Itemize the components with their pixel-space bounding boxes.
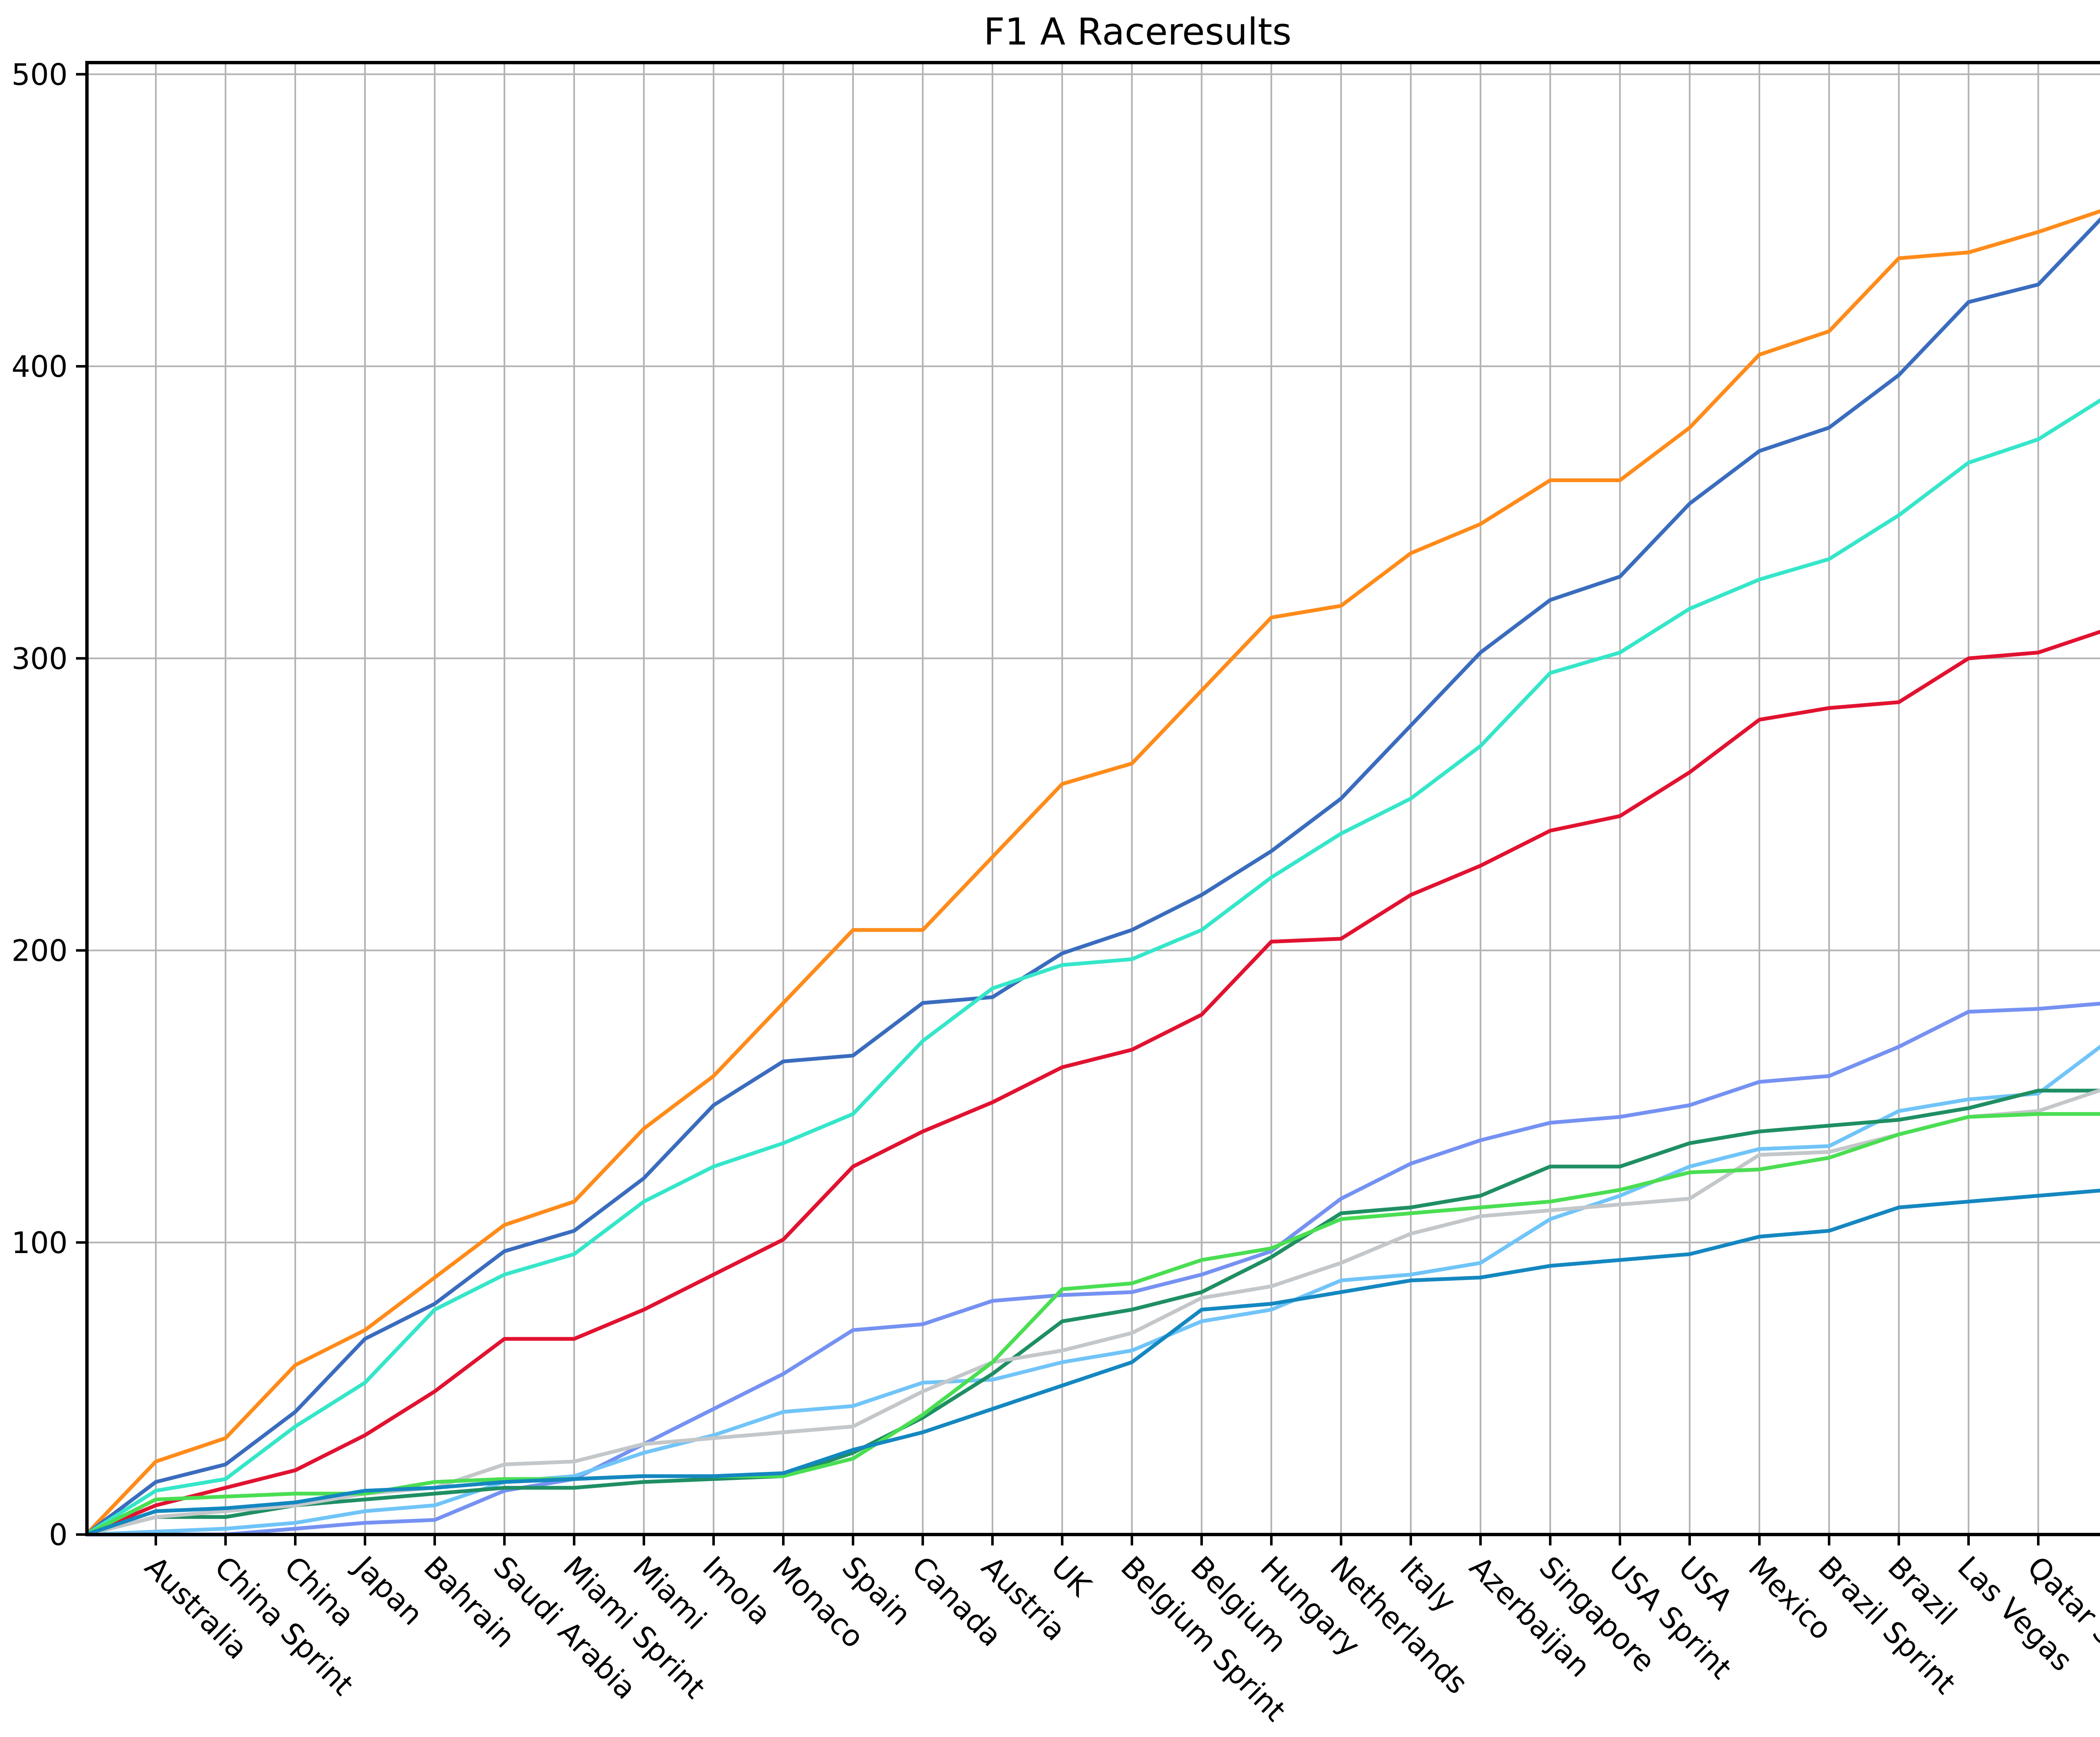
- y-axis-label-300: 300: [11, 641, 68, 676]
- x-axis-label-japan: Japan: [346, 1548, 430, 1632]
- axis-ticks: [76, 73, 2040, 1545]
- x-axis-label-uk: UK: [1045, 1550, 1098, 1603]
- series-line-Ver: [85, 217, 2100, 1536]
- y-axis-label-100: 100: [11, 1226, 68, 1260]
- series-line-Had: [86, 1001, 2100, 1537]
- series-lines: [84, 209, 2100, 1537]
- series-line-Nor: [84, 209, 2100, 1536]
- plot-frame: [85, 61, 2100, 1536]
- y-axis-label-500: 500: [11, 58, 68, 92]
- series-line-Rus: [85, 398, 2100, 1536]
- y-axis-label-0: 0: [49, 1518, 68, 1552]
- series-line-Sai: [86, 1044, 2100, 1537]
- series-line-Oco: [85, 1088, 2100, 1537]
- y-axis-label-200: 200: [11, 934, 68, 968]
- series-line-Alo: [85, 1088, 2100, 1537]
- gridlines: [87, 63, 2100, 1535]
- series-line-Hül: [85, 1112, 2100, 1537]
- chart-title: F1 A Raceresults: [984, 10, 1292, 53]
- series-line-Lec: [85, 630, 2100, 1537]
- series-line-Gas: [85, 1188, 2100, 1537]
- x-axis-label-imola: Imola: [696, 1550, 778, 1632]
- y-tick-labels: 0 100 200 300 400 500: [11, 58, 68, 1552]
- y-axis-label-400: 400: [11, 350, 68, 384]
